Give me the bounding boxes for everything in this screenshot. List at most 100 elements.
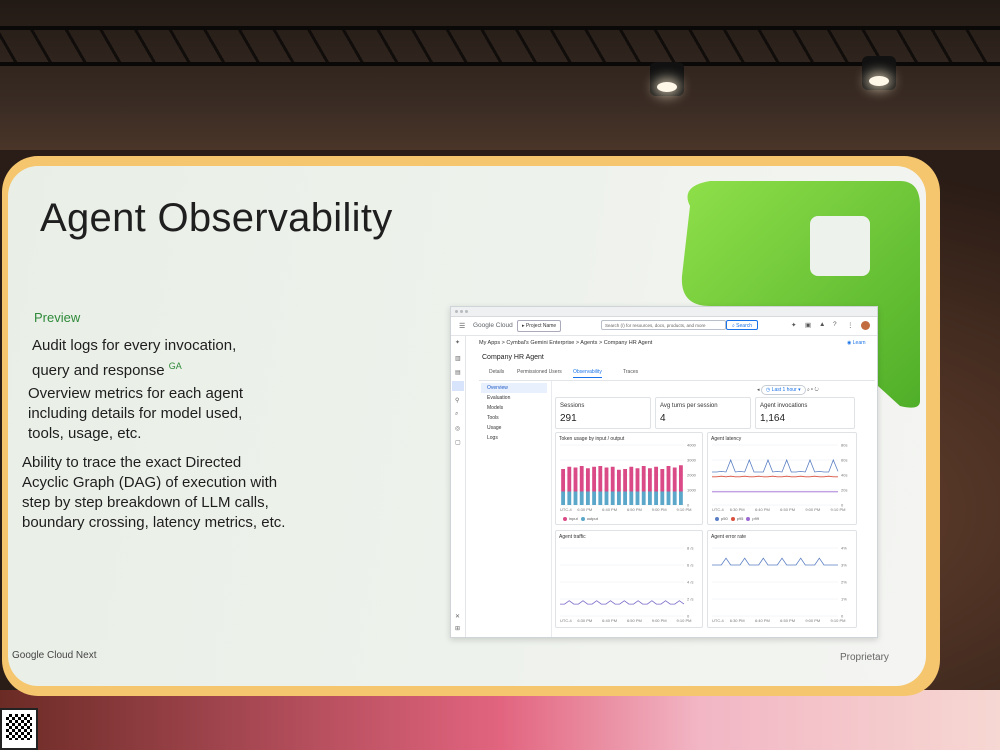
y-tick-label: 3%	[841, 563, 847, 568]
series-line-traffic	[560, 600, 685, 605]
x-tick-label: 6:30 PM	[577, 618, 592, 623]
learn-link[interactable]: ◉ Learn	[847, 340, 866, 346]
project-picker-button[interactable]: ▸ Project Name	[517, 320, 562, 332]
rail-home-icon[interactable]: ✦	[455, 340, 461, 346]
y-tick-label: 1000	[687, 488, 697, 493]
console-window: ☰ Google Cloud ▸ Project Name Search (/)…	[450, 306, 878, 638]
nav-divider	[551, 381, 552, 637]
nav-item-evaluation[interactable]: Evaluation	[487, 395, 511, 401]
bar-input	[629, 466, 634, 492]
bullet-audit-logs: Audit logs for every invocation, query a…	[32, 336, 236, 381]
bar-output	[654, 491, 659, 505]
console-search-button[interactable]: ⌕ Search	[726, 320, 758, 330]
bar-output	[561, 491, 566, 505]
tab-observability[interactable]: Observability	[573, 369, 602, 378]
refresh-icon[interactable]: ↻	[814, 387, 819, 393]
time-back-icon[interactable]: ◂	[757, 387, 760, 393]
y-tick-label: 3000	[687, 458, 697, 463]
gemini-icon[interactable]: ✦	[791, 322, 797, 329]
bar-output	[641, 491, 646, 505]
y-tick-label: 0	[687, 503, 690, 508]
rail-collapse-icon[interactable]: ⊞	[455, 626, 461, 632]
chart-panel-traffic: Agent traffic 8 /s 6 /s 4 /s 2 /s 0 UTC-4 6:30…	[555, 530, 703, 628]
notifications-icon[interactable]: ▲	[819, 321, 826, 328]
rail-agents-icon[interactable]	[452, 381, 464, 391]
hamburger-menu-icon[interactable]: ☰	[459, 323, 466, 330]
x-tick-label: 9:10 PM	[677, 618, 692, 623]
window-dot	[465, 310, 468, 313]
page-title: Company HR Agent	[482, 354, 544, 361]
zoom-icon[interactable]: ⌕	[807, 387, 810, 393]
project-picker-label: Project Name	[525, 323, 557, 329]
y-tick-label: 40s	[841, 473, 847, 478]
rail-docs-icon[interactable]: ▤	[455, 370, 461, 376]
more-options-icon[interactable]: ⋮	[847, 322, 854, 329]
nav-item-overview[interactable]: Overview	[481, 383, 547, 393]
latency-chart: 80s 60s 40s 20s 0 UTC-4 6:30 PM 6:40 PM 6:50 PM 9…	[712, 443, 847, 512]
bullet-line: Acyclic Graph (DAG) of execution with	[22, 474, 278, 491]
google-cloud-logo[interactable]: Google Cloud	[473, 322, 513, 329]
bar-output	[579, 491, 584, 505]
nav-item-models[interactable]: Models	[487, 405, 504, 411]
help-icon[interactable]: ?	[833, 321, 837, 328]
ga-badge: GA	[168, 361, 182, 371]
console-search-input[interactable]: Search (/) for resources, docs, products…	[601, 320, 726, 330]
time-forward-icon[interactable]: ▸	[811, 387, 814, 393]
chart-title: Agent latency	[711, 436, 742, 442]
kpi-avg-turns: Avg turns per session 4	[655, 397, 751, 429]
series-line-p95	[712, 475, 838, 478]
legend-label: p95	[736, 516, 744, 521]
nav-item-tools[interactable]: Tools	[487, 415, 499, 421]
tab-details[interactable]: Details	[489, 369, 505, 375]
tab-divider	[479, 380, 875, 381]
x-tick-label: 6:30 PM	[730, 618, 745, 623]
bar-input	[567, 466, 572, 492]
bar-input	[678, 465, 683, 492]
bar-input	[654, 466, 659, 492]
rail-pin-icon[interactable]: ✕	[455, 614, 461, 620]
bullet-line: Overview metrics for each agent	[28, 385, 244, 402]
y-tick-label: 4000	[687, 443, 697, 448]
rail-storage-icon[interactable]: ▢	[455, 440, 461, 446]
breadcrumb[interactable]: My Apps > Cymbal's Gemini Enterprise > A…	[479, 340, 653, 346]
bullet-line: step by step breakdown of LLM calls,	[22, 494, 269, 511]
x-tick-label: 6:40 PM	[602, 618, 617, 623]
bullet-line-text: query and response	[32, 362, 165, 379]
y-tick-label: 1%	[841, 597, 847, 602]
cloud-shell-icon[interactable]: ▣	[805, 322, 812, 329]
y-tick-label: 60s	[841, 458, 847, 463]
kpi-value: 4	[660, 413, 666, 424]
bar-input	[641, 466, 646, 492]
rail-deploy-icon[interactable]: ⚲	[455, 398, 460, 404]
window-chrome	[451, 307, 877, 317]
nav-item-logs[interactable]: Logs	[487, 435, 498, 441]
rail-search-icon[interactable]: ⌕	[455, 411, 459, 417]
x-tick-label: 6:50 PM	[780, 507, 795, 512]
y-tick-label: 80s	[841, 443, 847, 448]
nav-item-usage[interactable]: Usage	[487, 425, 502, 431]
slide-footer-brand: Google Cloud Next	[12, 650, 97, 661]
legend-label: input	[569, 516, 578, 521]
preview-label: Preview	[34, 310, 81, 325]
tab-traces[interactable]: Traces	[623, 369, 639, 375]
bar-output	[635, 491, 640, 505]
presentation-slide: Agent Observability Preview Audit logs f…	[8, 166, 926, 686]
y-tick-label: 6 /s	[687, 563, 693, 568]
stage-light	[650, 62, 684, 96]
stage-light	[862, 56, 896, 90]
user-avatar[interactable]	[861, 321, 870, 330]
tab-permissioned-users[interactable]: Permissioned Users	[517, 369, 562, 375]
kpi-sessions: Sessions 291	[555, 397, 651, 429]
bar-output	[629, 491, 634, 505]
rail-apps-icon[interactable]: ▥	[455, 356, 461, 362]
token-usage-chart: 4000 3000 2000 1000 0 UTC-4 6:30 PM 6:40 PM 6:50…	[560, 443, 697, 512]
y-tick-label: 2%	[841, 580, 847, 585]
series-line-error-rate	[712, 557, 838, 566]
bar-output	[672, 491, 677, 505]
x-tick-label: UTC-4	[560, 618, 573, 623]
traffic-chart: 8 /s 6 /s 4 /s 2 /s 0 UTC-4 6:30 PM 6:40 PM 6:50…	[560, 546, 693, 623]
x-tick-label: 9:10 PM	[677, 507, 692, 512]
rail-security-icon[interactable]: ◎	[455, 426, 461, 432]
x-tick-label: 6:30 PM	[730, 507, 745, 512]
time-range-selector[interactable]: ◷ Last 1 hour ▾	[760, 385, 806, 395]
